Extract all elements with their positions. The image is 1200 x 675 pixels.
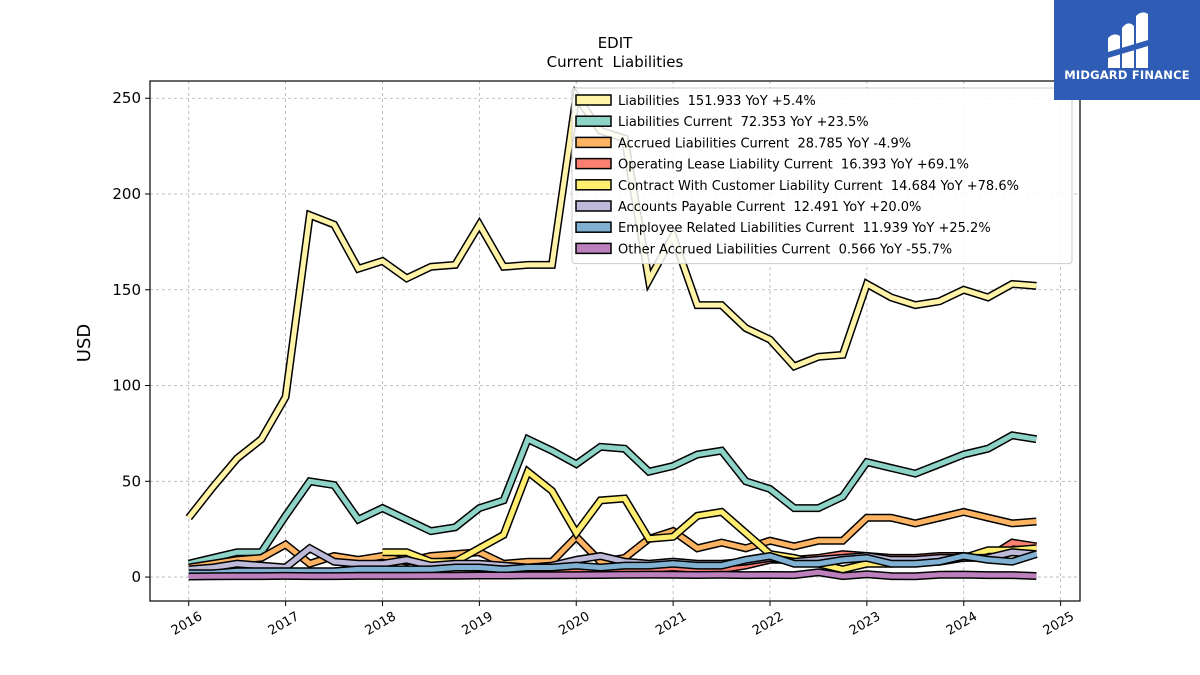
legend-item: Liabilities Current 72.353 YoY +23.5% [575,115,869,130]
x-tick-label: 2016 [169,609,205,639]
y-tick-label: 0 [131,568,141,586]
legend-swatch [575,115,612,127]
brand-logo: MIDGARD FINANCE [1054,0,1200,100]
legend-swatch [575,200,612,212]
series-lines [185,85,1038,581]
legend-item: Accounts Payable Current 12.491 YoY +20.… [575,200,921,215]
series-line [188,569,1037,579]
legend-swatch [575,94,612,106]
x-tick-label: 2019 [460,609,496,639]
logo-text: MIDGARD FINANCE [1064,68,1190,82]
legend-swatch [575,136,612,149]
legend-item: Other Accrued Liabilities Current 0.566 … [575,242,952,257]
legend-item: Operating Lease Liability Current 16.393… [575,157,969,173]
legend: Liabilities 151.933 YoY +5.4% Liabilities… [571,87,1073,265]
x-tick-label: 2022 [750,609,786,639]
x-tick-label: 2017 [266,609,302,639]
logo-mark-icon [1108,12,1148,68]
legend-item: Contract With Customer Liability Current… [575,179,1019,194]
legend-label: Liabilities 151.933 YoY +5.4% [618,94,816,109]
legend-label: Other Accrued Liabilities Current 0.566 … [618,242,952,257]
y-axis-label: USD [74,324,95,362]
legend-label: Accrued Liabilities Current 28.785 YoY -… [618,136,911,151]
x-tick-label: 2025 [1041,609,1077,639]
y-tick-label: 100 [112,377,141,395]
y-tick-label: 200 [112,185,141,203]
series-1 [187,431,1038,568]
legend-label: Accounts Payable Current 12.491 YoY +20.… [618,200,921,215]
chart-title: EDIT [598,34,633,52]
x-tick-label: 2024 [944,609,980,639]
series-line [188,551,1038,576]
legend-label: Contract With Customer Liability Current… [618,179,1019,194]
y-tick-label: 250 [112,89,141,107]
legend-item: Accrued Liabilities Current 28.785 YoY -… [575,136,911,151]
chart-subtitle: Current Liabilities [547,53,684,71]
series-7 [188,568,1037,581]
legend-label: Operating Lease Liability Current 16.393… [618,158,969,173]
legend-swatch [575,242,612,255]
y-tick-label: 50 [122,472,141,490]
legend-item: Employee Related Liabilities Current 11.… [575,221,991,236]
legend-item: Liabilities 151.933 YoY +5.4% [575,94,816,109]
plot-frame [149,80,1081,602]
legend-swatch [575,179,612,191]
legend-box [571,87,1073,265]
x-tick-label: 2023 [847,609,883,639]
x-tick-label: 2020 [556,609,592,639]
legend-swatch [575,157,612,170]
x-tick-label: 2018 [363,609,399,639]
legend-label: Employee Related Liabilities Current 11.… [618,221,991,236]
series-line [188,432,1037,567]
legend-label: Liabilities Current 72.353 YoY +23.5% [618,115,869,130]
legend-swatch [575,221,612,233]
series-6 [188,550,1038,578]
y-tick-label: 150 [112,281,141,299]
x-tick-label: 2021 [653,609,689,639]
